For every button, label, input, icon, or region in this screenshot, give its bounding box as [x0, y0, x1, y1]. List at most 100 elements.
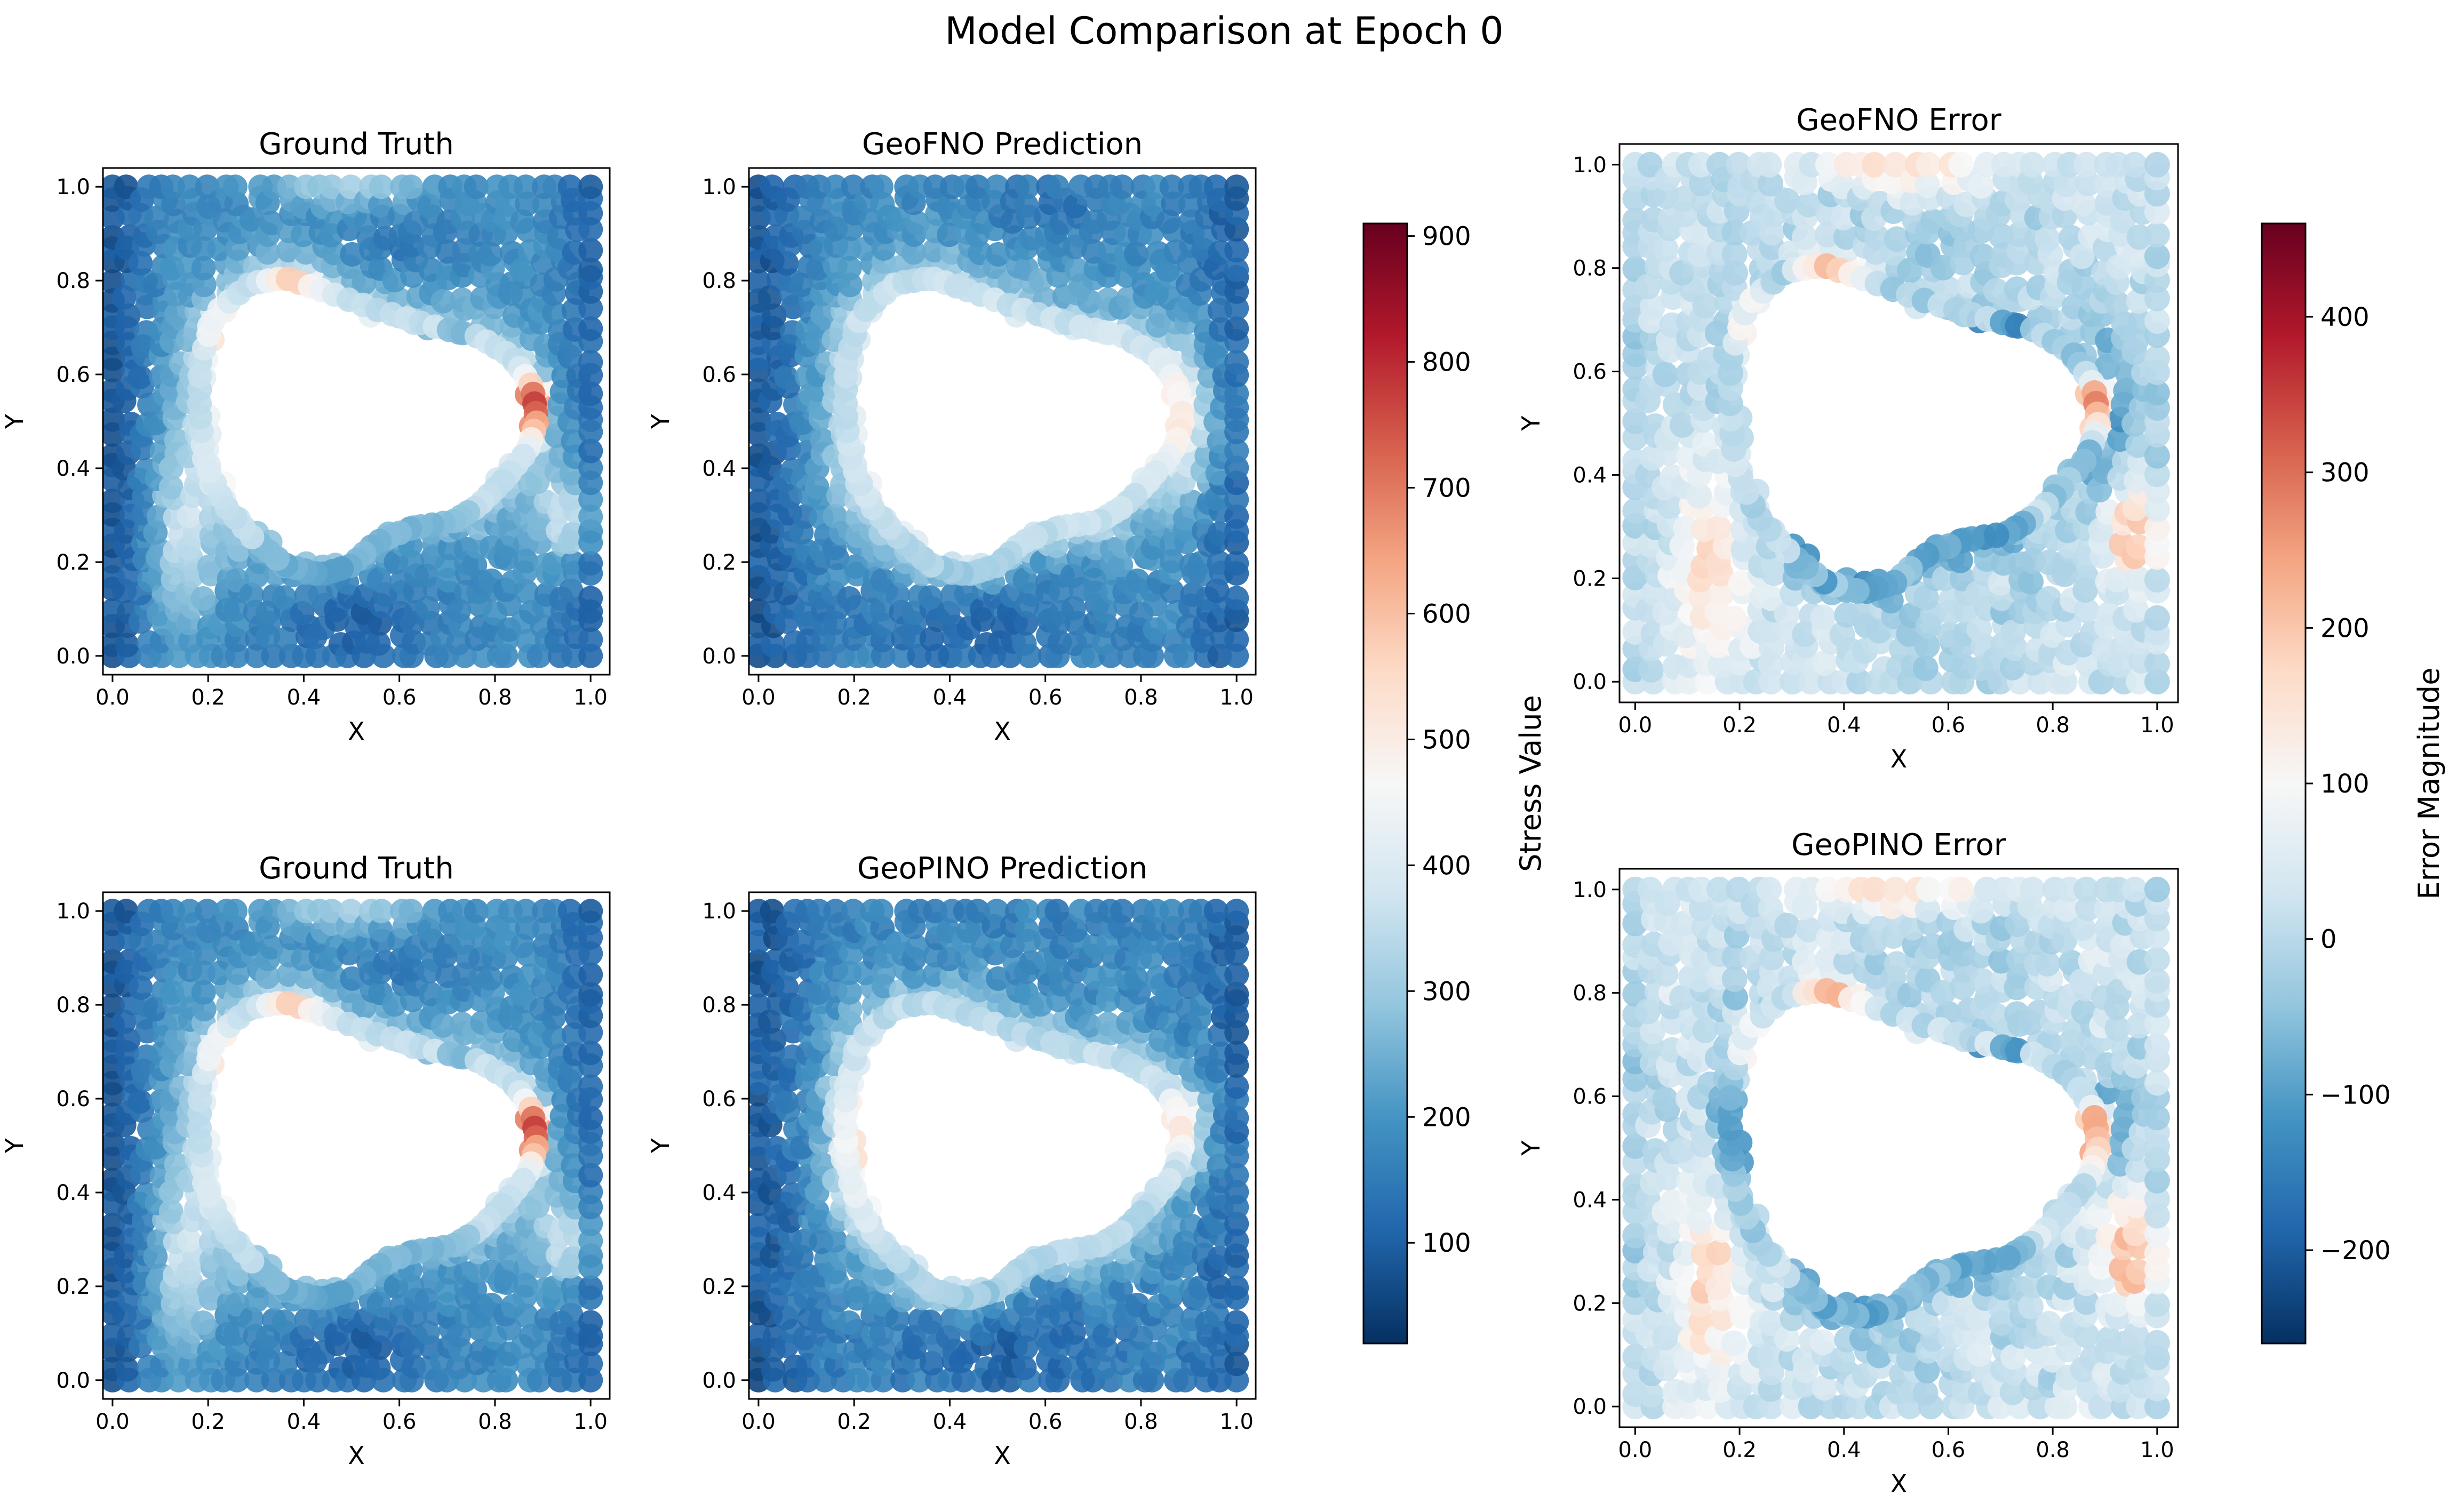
data-point — [1224, 586, 1249, 611]
data-point — [792, 1326, 817, 1351]
data-point — [923, 899, 948, 924]
data-point — [1756, 151, 1782, 178]
axes-frame — [1618, 143, 2179, 703]
y-axis-label: Y — [646, 1138, 675, 1154]
data-point — [2125, 1291, 2151, 1317]
data-point — [368, 1335, 393, 1360]
data-point — [557, 899, 583, 924]
data-point — [2071, 274, 2097, 300]
x-tick-label: 0.6 — [382, 1410, 417, 1434]
figure-title: Model Comparison at Epoch 0 — [945, 9, 1504, 53]
data-point — [2125, 1157, 2151, 1183]
data-point — [1224, 174, 1249, 199]
data-point — [810, 1026, 835, 1051]
data-point — [1673, 1347, 1699, 1373]
colorbar-tick-label: 500 — [1422, 725, 1471, 755]
data-point — [338, 174, 363, 199]
data-point — [1652, 362, 1678, 387]
colorbar-tick-label: 400 — [1422, 851, 1471, 881]
data-point — [191, 255, 216, 281]
data-point — [1673, 515, 1699, 541]
data-point — [2035, 951, 2061, 977]
data-point — [789, 273, 814, 298]
y-axis-label: Y — [1517, 415, 1545, 431]
colorbar-tick-label: 800 — [1422, 348, 1471, 378]
data-point — [823, 1228, 848, 1253]
data-point — [1012, 631, 1037, 656]
data-point — [1983, 1003, 2009, 1029]
x-axis-label: X — [348, 1441, 365, 1470]
data-point — [837, 255, 862, 281]
data-point — [513, 174, 538, 199]
x-tick-label: 0.8 — [1124, 1410, 1158, 1434]
data-point — [1622, 409, 1648, 434]
data-point — [222, 174, 248, 199]
data-point — [1914, 897, 1941, 923]
data-point — [1159, 1303, 1184, 1328]
data-point — [1669, 1137, 1695, 1163]
data-point — [578, 1228, 603, 1253]
y-tick-label: 1.0 — [1573, 153, 1607, 178]
data-point — [2144, 345, 2170, 371]
data-point — [1622, 341, 1648, 367]
data-point — [2144, 497, 2170, 523]
y-tick-label: 0.2 — [702, 1275, 736, 1299]
x-tick-label: 0.0 — [741, 1410, 776, 1434]
data-point — [1015, 899, 1040, 924]
data-point — [1673, 622, 1699, 649]
data-point — [1914, 1357, 1940, 1383]
data-point — [191, 980, 216, 1005]
data-point — [1159, 579, 1184, 604]
data-point — [1108, 553, 1134, 578]
data-point — [2071, 999, 2097, 1025]
data-point — [1757, 1342, 1783, 1369]
data-point — [2121, 876, 2148, 902]
data-point — [1634, 998, 1661, 1025]
data-point — [464, 899, 489, 924]
data-point — [1692, 292, 1718, 318]
data-point — [146, 1326, 171, 1351]
data-point — [1758, 171, 1784, 197]
data-point — [1203, 899, 1229, 924]
y-tick-label: 0.2 — [56, 1275, 90, 1299]
data-point — [1758, 895, 1784, 922]
data-point — [1638, 657, 1664, 683]
y-tick-label: 1.0 — [702, 899, 736, 924]
data-point — [1224, 1041, 1249, 1066]
y-tick-label: 0.2 — [56, 550, 90, 575]
data-point — [1707, 652, 1733, 678]
data-point — [869, 597, 894, 622]
data-point — [1188, 1025, 1212, 1050]
data-point — [1896, 1346, 1922, 1372]
data-point — [1969, 968, 1996, 994]
data-point — [1965, 580, 1991, 606]
x-tick-label: 0.2 — [191, 1410, 225, 1434]
y-axis-label: Y — [0, 1138, 29, 1154]
x-tick-label: 0.6 — [1028, 685, 1063, 710]
data-point — [1224, 551, 1249, 576]
data-point — [103, 1213, 125, 1237]
y-tick-label: 0.6 — [1573, 1085, 1607, 1109]
data-point — [2123, 597, 2149, 623]
data-point — [2144, 1186, 2170, 1212]
data-point — [2073, 597, 2100, 623]
data-point — [1638, 1381, 1664, 1407]
data-point — [1224, 258, 1249, 282]
data-point — [1044, 174, 1070, 199]
data-point — [223, 1321, 248, 1346]
data-point — [435, 1278, 460, 1303]
data-point — [1688, 895, 1714, 922]
data-point — [789, 1135, 814, 1160]
data-point — [464, 174, 489, 199]
data-point — [1965, 1305, 1991, 1331]
data-point — [1688, 151, 1714, 178]
data-point — [1988, 570, 2014, 596]
x-tick-label: 0.0 — [95, 685, 130, 710]
data-point — [1224, 1074, 1249, 1099]
data-point — [111, 1009, 137, 1034]
data-point — [773, 365, 799, 389]
data-point — [1846, 1394, 1872, 1420]
data-point — [885, 582, 910, 607]
